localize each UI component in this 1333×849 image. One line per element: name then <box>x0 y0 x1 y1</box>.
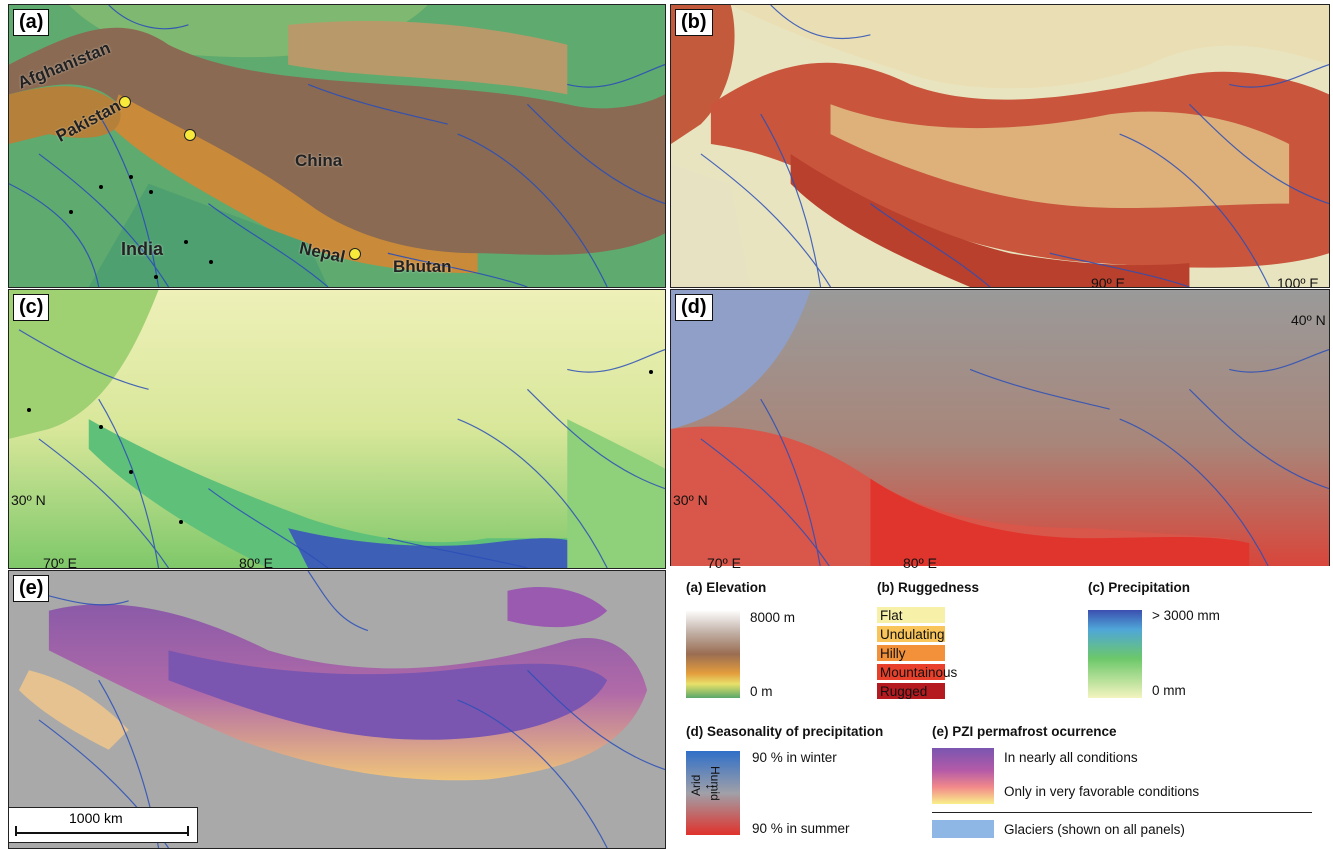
scale-bar-label: 1000 km <box>69 810 123 826</box>
seasonality-winter-label: 90 % in winter <box>752 750 837 765</box>
permafrost-low-label: Only in very favorable conditions <box>1004 784 1200 799</box>
precipitation-min-label: 0 mm <box>1152 683 1186 698</box>
panel-label-a: (a) <box>13 9 50 36</box>
precipitation-map <box>9 290 665 568</box>
ruggedness-map <box>671 5 1329 287</box>
elevation-max-label: 8000 m <box>750 610 796 625</box>
longitude-label-70e: 70º E <box>43 555 77 569</box>
city-marker <box>69 210 73 214</box>
elevation-map <box>9 5 665 287</box>
legend-title-ruggedness: (b) Ruggedness <box>877 580 980 595</box>
panel-label-d: (d) <box>675 294 713 321</box>
permafrost-color-ramp <box>932 748 994 804</box>
panel-label-b: (b) <box>675 9 713 36</box>
city-marker <box>149 190 153 194</box>
panel-label-c: (c) <box>13 294 50 321</box>
permafrost-map <box>9 571 665 848</box>
seasonality-summer-label: 90 % in summer <box>752 821 850 836</box>
elevation-color-ramp <box>686 610 740 698</box>
scale-bar-tick-right <box>187 826 189 836</box>
latitude-label-40n: 40º N <box>1291 312 1326 328</box>
permafrost-high-label: In nearly all conditions <box>1004 750 1138 765</box>
ruggedness-label-rugged: Rugged <box>880 684 928 699</box>
glacier-label: Glaciers (shown on all panels) <box>1004 822 1185 837</box>
map-panel-permafrost: (e) <box>8 570 666 849</box>
precipitation-color-ramp <box>1088 610 1142 698</box>
latitude-label-30n: 30º N <box>11 492 46 508</box>
seasonality-map <box>671 290 1329 568</box>
ruggedness-label-mountainous: Mountainous <box>880 665 958 680</box>
study-site-marker <box>184 129 196 141</box>
precipitation-max-label: > 3000 mm <box>1152 608 1220 623</box>
longitude-label-70e: 70º E <box>707 555 741 569</box>
ruggedness-swatch-mountainous <box>877 664 945 680</box>
city-marker <box>154 275 158 279</box>
map-panel-ruggedness: (b) 90º E 100º E <box>670 4 1330 288</box>
city-marker <box>27 408 31 412</box>
scale-bar-line <box>15 832 189 834</box>
longitude-label-80e: 80º E <box>903 555 937 569</box>
panel-label-e: (e) <box>13 575 50 602</box>
map-panel-elevation: (a) Afghanistan Pakistan China India Nep… <box>8 4 666 288</box>
city-marker <box>99 425 103 429</box>
city-marker <box>209 260 213 264</box>
ruggedness-label-flat: Flat <box>880 608 903 623</box>
city-marker <box>184 240 188 244</box>
seasonality-color-ramp <box>686 751 740 835</box>
country-label-bhutan: Bhutan <box>393 257 452 276</box>
study-site-marker <box>349 248 361 260</box>
longitude-label-100e: 100º E <box>1277 275 1319 288</box>
scale-bar-tick-left <box>15 826 17 836</box>
legend-title-permafrost: (e) PZI permafrost ocurrence <box>932 724 1117 739</box>
legend-title-precipitation: (c) Precipitation <box>1088 580 1191 595</box>
ruggedness-swatch-flat <box>877 607 945 623</box>
legend-title-seasonality: (d) Seasonality of precipitation <box>686 724 884 739</box>
ruggedness-swatch-undulating <box>877 626 945 642</box>
ruggedness-swatch-rugged <box>877 683 945 699</box>
longitude-label-90e: 90º E <box>1091 275 1125 288</box>
seasonality-humid-label: Humid <box>708 766 722 801</box>
ruggedness-label-hilly: Hilly <box>880 646 906 661</box>
longitude-label-80e: 80º E <box>239 555 273 569</box>
ruggedness-swatch-hilly <box>877 645 945 661</box>
map-panel-seasonality: (d) 40º N 30º N 70º E 80º E <box>670 289 1330 569</box>
city-marker <box>129 175 133 179</box>
elevation-min-label: 0 m <box>750 684 773 699</box>
seasonality-arid-label: Arid <box>689 774 703 796</box>
country-label-china: China <box>295 151 343 170</box>
city-marker <box>649 370 653 374</box>
ruggedness-label-undulating: Undulating <box>880 627 945 642</box>
city-marker <box>179 520 183 524</box>
latitude-label-30n: 30º N <box>673 492 708 508</box>
map-legend: (a) Elevation 8000 m 0 m (b) Ruggedness … <box>670 566 1333 849</box>
legend-divider <box>932 812 1312 813</box>
glacier-swatch <box>932 820 994 838</box>
city-marker <box>99 185 103 189</box>
city-marker <box>129 470 133 474</box>
country-label-india: India <box>121 239 164 259</box>
map-panel-precipitation: (c) 30º N 70º E 80º E <box>8 289 666 569</box>
legend-title-elevation: (a) Elevation <box>686 580 767 595</box>
scale-bar: 1000 km <box>8 807 198 843</box>
seasonality-arrow: ↔ <box>703 776 717 792</box>
study-site-marker <box>119 96 131 108</box>
